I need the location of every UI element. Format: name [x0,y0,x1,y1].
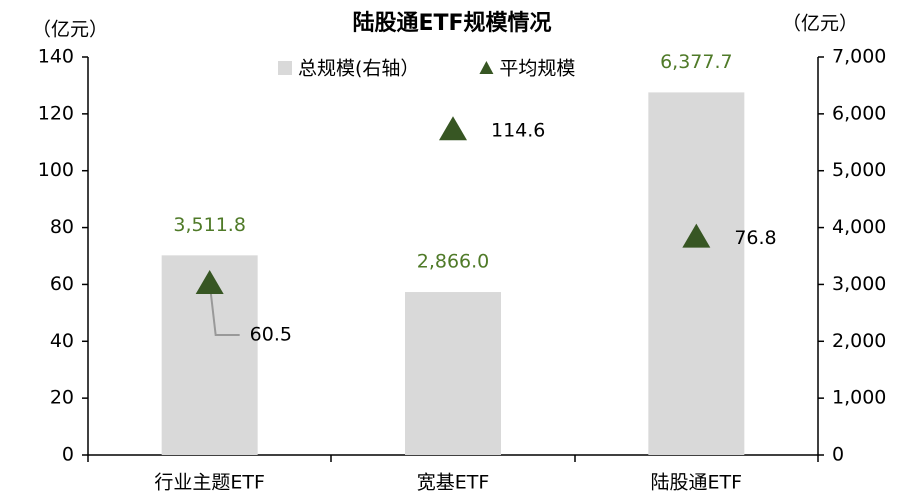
y-tick-label: 80 [50,216,74,238]
legend-swatch [479,61,494,74]
bar [405,292,501,455]
y-tick-label: 40 [50,330,74,352]
y2-tick-label: 0 [832,444,844,466]
y2-tick-label: 7,000 [832,46,886,68]
y-tick-label: 0 [62,444,74,466]
y2-axis-label: （亿元） [782,13,858,35]
bar-value-label: 3,511.8 [173,214,246,236]
y2-tick-label: 3,000 [832,273,886,295]
bar-value-label: 2,866.0 [417,251,490,273]
y2-tick-label: 5,000 [832,159,886,181]
legend-swatch [278,61,292,75]
chart-title: 陆股通ETF规模情况 [352,10,551,36]
x-tick-label: 行业主题ETF [154,472,265,494]
triangle-marker [195,270,224,295]
legend-label: 总规模(右轴） [298,58,419,80]
y-tick-label: 20 [50,387,74,409]
triangle-marker [682,223,711,248]
x-tick-label: 宽基ETF [417,472,490,494]
bar-value-label: 6,377.7 [660,51,733,73]
leader-line [208,282,240,337]
y-tick-label: 60 [50,273,74,295]
x-axis-ticks [87,455,819,462]
y-axis-label: （亿元） [32,19,108,41]
y2-tick-label: 6,000 [832,102,886,124]
y-tick-label: 100 [38,159,74,181]
triangle-marker [439,116,467,141]
y2-tick-label: 4,000 [832,216,886,238]
bar [648,92,745,455]
y2-tick-label: 1,000 [832,387,886,409]
marker-value-label: 76.8 [734,227,776,249]
x-tick-label: 陆股通ETF [651,472,743,494]
y-tick-label: 120 [38,102,74,124]
y-tick-label: 140 [38,46,74,68]
marker-value-label: 60.5 [250,324,292,346]
y2-tick-label: 2,000 [832,330,886,352]
marker-value-label: 114.6 [491,120,545,142]
legend-label: 平均规模 [499,58,575,80]
